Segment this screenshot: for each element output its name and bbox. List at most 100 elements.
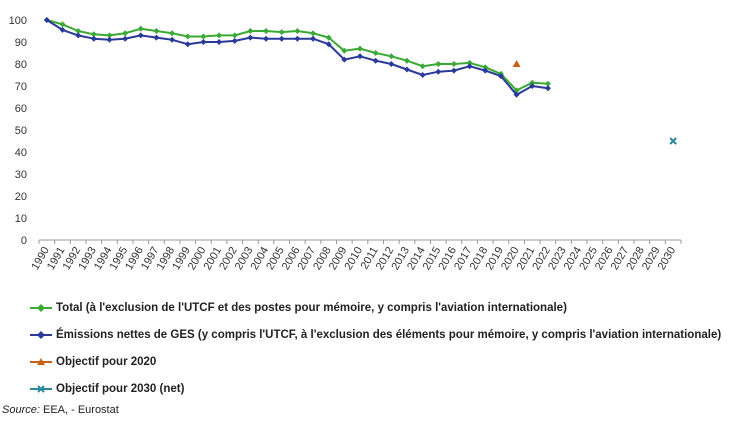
series-1 [43, 17, 551, 98]
y-tick-label: 70 [15, 81, 27, 93]
legend-item-total: Total (à l'exclusion de l'UTCF et des po… [30, 298, 721, 318]
data-point [106, 32, 113, 39]
data-point [341, 56, 348, 63]
data-point [263, 28, 270, 34]
data-point [90, 31, 97, 38]
data-point [184, 33, 191, 40]
y-tick-label: 40 [15, 147, 27, 159]
legend-item-target-2030: Objectif pour 2030 (net) [30, 379, 721, 399]
y-tick-label: 0 [21, 235, 27, 247]
data-point [325, 41, 332, 48]
x-axis: 1990199119921993199419951996199719981999… [29, 239, 682, 272]
source-label: Source: [2, 404, 40, 416]
data-point [59, 26, 66, 33]
data-point [122, 30, 129, 37]
data-point [325, 34, 332, 41]
data-point [357, 45, 363, 52]
legend-swatch-target-2030 [30, 385, 52, 393]
series-layer [43, 17, 677, 145]
legend-swatch-target-2020 [30, 358, 52, 365]
data-point [544, 85, 551, 92]
data-point [513, 91, 520, 98]
legend-label-net-emissions: Émissions nettes de GES (y compris l'UTC… [56, 329, 722, 341]
data-point [450, 67, 457, 74]
data-point [231, 37, 238, 44]
data-point [169, 30, 176, 37]
data-point [310, 35, 317, 42]
legend-label-total: Total (à l'exclusion de l'UTCF et des po… [56, 302, 567, 314]
legend-label-target-2020: Objectif pour 2020 [56, 356, 157, 368]
data-point [529, 83, 536, 89]
legend-swatch-total [30, 304, 52, 312]
data-point [153, 28, 160, 34]
data-point [247, 34, 254, 41]
y-tick-label: 20 [15, 191, 27, 203]
data-point [106, 36, 113, 43]
data-point [75, 28, 82, 34]
y-tick-label: 10 [15, 213, 27, 225]
data-point [403, 66, 410, 73]
y-tick-label: 80 [15, 59, 27, 71]
data-point [169, 36, 176, 43]
legend-item-target-2020: Objectif pour 2020 [30, 352, 721, 372]
y-tick-label: 50 [15, 125, 27, 137]
data-point [122, 35, 129, 42]
data-point [43, 17, 50, 23]
data-point [263, 35, 270, 42]
data-point [482, 67, 489, 74]
data-point [90, 35, 97, 42]
data-point [75, 32, 82, 39]
data-point [388, 61, 395, 67]
data-point [419, 72, 426, 78]
data-point [669, 137, 677, 145]
data-point [200, 33, 207, 40]
data-point [372, 50, 379, 56]
data-point [512, 60, 521, 67]
legend-swatch-net-emissions [30, 331, 52, 339]
data-point [435, 68, 442, 75]
data-point [231, 32, 238, 39]
data-point [529, 79, 536, 86]
series-0 [43, 17, 551, 94]
data-point [466, 63, 473, 70]
data-point [466, 59, 473, 66]
data-point [419, 63, 426, 70]
data-point [435, 61, 442, 67]
data-point [200, 39, 207, 45]
line-chart: 0 10 20 30 40 50 60 70 80 90 100 19901991199219931… [9, 15, 682, 272]
data-point [341, 47, 348, 54]
data-point [247, 28, 254, 34]
source-text: EEA, - Eurostat [42, 404, 119, 416]
data-point [278, 29, 285, 36]
legend-item-net-emissions: Émissions nettes de GES (y compris l'UTC… [30, 325, 721, 345]
data-point [357, 53, 363, 60]
data-point [278, 35, 285, 42]
data-point [450, 61, 457, 67]
data-point [184, 41, 191, 48]
data-point [294, 28, 301, 34]
data-point [153, 34, 160, 41]
data-point [294, 35, 301, 42]
data-point [403, 57, 410, 64]
legend-label-target-2030: Objectif pour 2030 (net) [56, 383, 185, 395]
data-point [137, 25, 144, 32]
data-point [388, 53, 395, 60]
y-tick-label: 60 [15, 103, 27, 115]
series-2 [512, 60, 521, 67]
legend: Total (à l'exclusion de l'UTCF et des po… [30, 298, 721, 406]
series-3 [669, 137, 677, 145]
y-tick-label: 90 [15, 37, 27, 49]
y-tick-label: 30 [15, 169, 27, 181]
data-point [310, 30, 317, 37]
data-point [482, 64, 489, 71]
data-point [59, 21, 66, 28]
y-tick-label: 100 [9, 15, 27, 27]
data-point [372, 57, 379, 64]
data-point [544, 80, 551, 87]
data-point [216, 39, 223, 45]
data-point [216, 32, 223, 39]
source-note: Source: EEA, - Eurostat [2, 404, 119, 416]
y-axis: 0 10 20 30 40 50 60 70 80 90 100 [9, 15, 27, 247]
data-point [497, 73, 504, 80]
data-point [137, 32, 144, 39]
